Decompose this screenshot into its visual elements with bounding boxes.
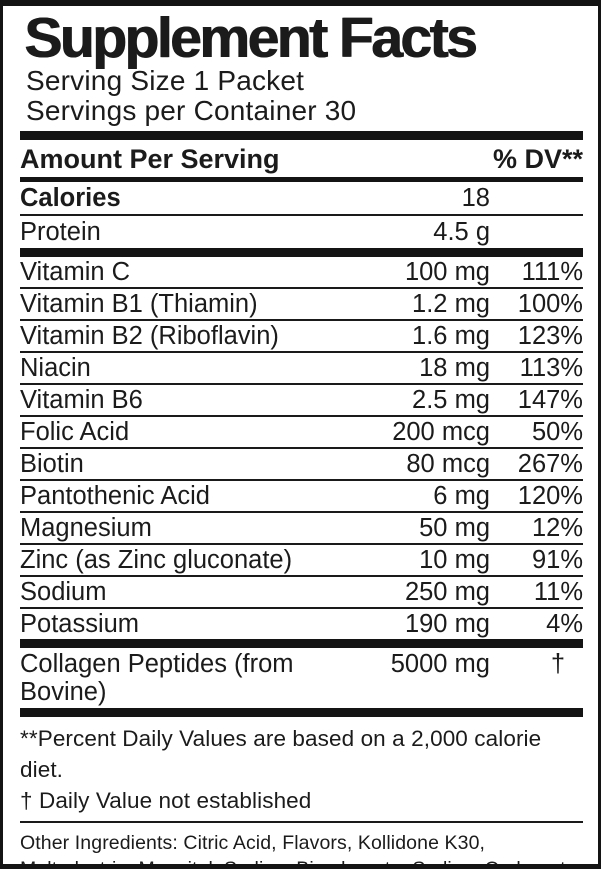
nutrient-dv: 12% [531, 514, 583, 542]
percent-dv-footnote: **Percent Daily Values are based on a 2,… [20, 726, 542, 782]
nutrient-dv: 147% [517, 386, 583, 414]
divider-thick [20, 131, 583, 140]
nutrient-name: Collagen Peptides (from Bovine) [20, 650, 294, 706]
nutrient-row: Pantothenic Acid 6 mg 120% [20, 481, 583, 513]
nutrient-dv: 123% [517, 322, 583, 350]
nutrient-row: Vitamin C 100 mg 111% [20, 257, 583, 289]
nutrient-amount: 190 mg [404, 610, 490, 638]
amount-per-serving-header: Amount Per Serving [20, 144, 280, 174]
nutrient-name: Niacin [20, 354, 91, 382]
nutrient-name: Potassium [20, 610, 140, 638]
nutrient-amount: 18 [461, 184, 490, 212]
nutrient-dv: 267% [517, 450, 583, 478]
nutrient-row: Sodium 250 mg 11% [20, 577, 583, 609]
nutrient-name: Vitamin B1 (Thiamin) [20, 290, 258, 318]
dagger-symbol: † [550, 650, 565, 678]
nutrient-dv: 111% [521, 258, 583, 286]
nutrient-amount: 5000 mg [390, 650, 490, 678]
nutrient-dv: 50% [531, 418, 583, 446]
nutrient-name: Protein [20, 218, 101, 246]
divider-thick [20, 639, 583, 648]
nutrient-amount: 50 mg [419, 514, 490, 542]
nutrient-name: Biotin [20, 450, 84, 478]
nutrient-amount: 18 mg [419, 354, 490, 382]
nutrient-row: Potassium 190 mg 4% [20, 609, 583, 639]
nutrient-name: Zinc (as Zinc gluconate) [20, 546, 293, 574]
nutrient-name: Folic Acid [20, 418, 130, 446]
nutrient-amount: 200 mcg [392, 418, 490, 446]
nutrient-amount: 1.6 mg [412, 322, 490, 350]
nutrient-amount: 250 mg [404, 578, 490, 606]
nutrient-amount: 1.2 mg [412, 290, 490, 318]
nutrient-name: Vitamin C [20, 258, 131, 286]
nutrient-amount: 10 mg [419, 546, 490, 574]
nutrient-name: Vitamin B2 (Riboflavin) [20, 322, 279, 350]
nutrient-table: Vitamin C 100 mg 111% Vitamin B1 (Thiami… [20, 257, 583, 639]
nutrient-amount: 80 mcg [406, 450, 490, 478]
nutrient-row: Biotin 80 mcg 267% [20, 449, 583, 481]
nutrient-dv: 91% [531, 546, 583, 574]
nutrient-dv: 113% [519, 354, 583, 382]
protein-row: Protein 4.5 g [20, 216, 583, 248]
panel-title: Supplement Facts [24, 6, 477, 70]
nutrient-dv: 100% [517, 290, 583, 318]
divider-thick [20, 248, 583, 257]
nutrient-dv: 11% [533, 578, 583, 606]
nutrient-name: Vitamin B6 [20, 386, 143, 414]
nutrient-row: Vitamin B1 (Thiamin) 1.2 mg 100% [20, 289, 583, 321]
serving-size: Serving Size 1 Packet [26, 65, 305, 96]
dagger-footnote: † Daily Value not established [20, 788, 312, 813]
nutrient-row: Vitamin B6 2.5 mg 147% [20, 385, 583, 417]
nutrient-amount: 2.5 mg [412, 386, 490, 414]
nutrient-row: Magnesium 50 mg 12% [20, 513, 583, 545]
nutrient-amount: 4.5 g [433, 218, 490, 246]
nutrient-row: Zinc (as Zinc gluconate) 10 mg 91% [20, 545, 583, 577]
divider-medium [20, 177, 583, 182]
divider-thick [20, 708, 583, 717]
nutrient-name: Calories [20, 184, 121, 212]
calories-row: Calories 18 [20, 182, 583, 216]
nutrient-name: Sodium [20, 578, 107, 606]
nutrient-amount: 100 mg [404, 258, 490, 286]
nutrient-row: Vitamin B2 (Riboflavin) 1.6 mg 123% [20, 321, 583, 353]
nutrient-name: Magnesium [20, 514, 152, 542]
nutrient-row: Folic Acid 200 mcg 50% [20, 417, 583, 449]
collagen-row: Collagen Peptides (from Bovine) 5000 mg … [20, 648, 583, 708]
servings-per-container: Servings per Container 30 [26, 95, 357, 126]
nutrient-row: Niacin 18 mg 113% [20, 353, 583, 385]
nutrient-name: Pantothenic Acid [20, 482, 210, 510]
column-header-row: Amount Per Serving % DV** [20, 140, 583, 177]
nutrient-amount: 6 mg [433, 482, 490, 510]
nutrient-dv: 4% [546, 610, 583, 638]
other-ingredients: Other Ingredients: Citric Acid, Flavors,… [20, 832, 583, 869]
nutrient-dv: 120% [517, 482, 583, 510]
percent-dv-header: % DV** [492, 144, 583, 174]
footnotes: **Percent Daily Values are based on a 2,… [20, 717, 583, 823]
